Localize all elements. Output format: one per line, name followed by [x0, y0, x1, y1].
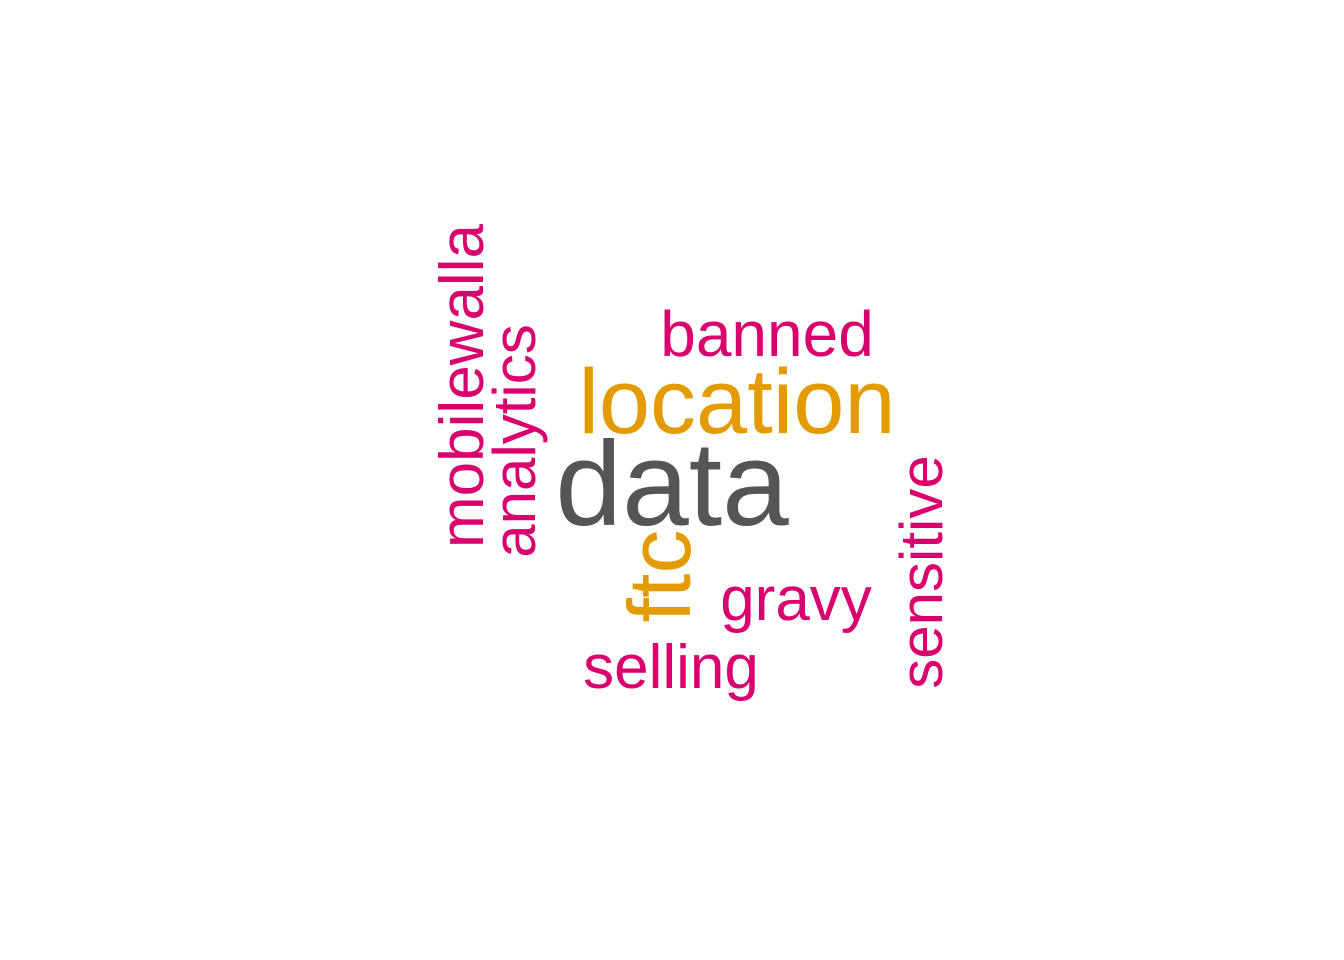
word-selling: selling	[583, 633, 759, 702]
word-banned: banned	[660, 298, 874, 370]
word-sensitive: sensitive	[888, 455, 955, 689]
word-gravy: gravy	[720, 565, 872, 634]
word-location: location	[578, 351, 896, 453]
word-data: data	[555, 417, 789, 551]
word-analytics: analytics	[481, 324, 548, 558]
